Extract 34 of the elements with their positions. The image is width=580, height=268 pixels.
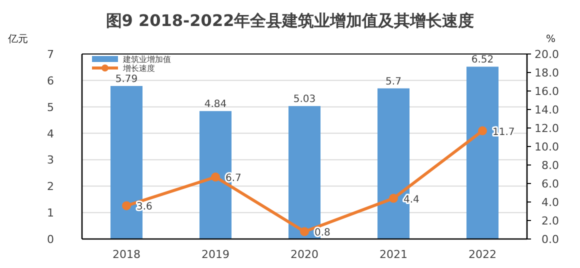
y-tick-label: 7 — [47, 48, 54, 61]
data-label: 5.79 — [115, 74, 138, 85]
x-tick-label: 2018 — [112, 248, 140, 261]
y2-tick-label: 12.0 — [534, 122, 559, 135]
y-tick-label: 0 — [47, 233, 54, 246]
y-tick-label: 6 — [47, 74, 54, 88]
legend-label: 建筑业增加值 — [123, 55, 171, 64]
y2-tick-label: 8.0 — [542, 159, 559, 172]
data-label: 6.52 — [471, 54, 494, 66]
y-tick-label: 5 — [47, 100, 54, 114]
y2-tick-label: 14.0 — [534, 104, 559, 116]
y2-tick-label: 2.0 — [542, 214, 559, 228]
y-tick-label: 1 — [47, 206, 54, 220]
x-tick-label: 2020 — [290, 248, 318, 261]
x-tick-label: 2019 — [202, 248, 230, 261]
data-label: 5.7 — [386, 76, 402, 88]
data-label: 4.84 — [204, 99, 227, 110]
x-tick-label: 2022 — [468, 248, 496, 261]
y2-tick-label: 0.0 — [542, 233, 559, 246]
y2label: % — [546, 34, 556, 45]
y-tick-label: 4 — [47, 127, 54, 140]
y2-tick-label: 6.0 — [542, 178, 559, 190]
y-tick-label: 2 — [47, 180, 54, 194]
y2-tick-label: 10.0 — [534, 140, 559, 154]
ylabel: 亿元 — [8, 34, 28, 45]
title: 图9 2018-2022年全县建筑业增加值及其增长速度 — [106, 11, 474, 30]
x-tick-label: 2021 — [380, 248, 408, 261]
y2-tick-label: 16.0 — [534, 85, 559, 98]
y2-tick-label: 4.0 — [542, 196, 559, 209]
legend-label: 增长速度 — [123, 64, 155, 73]
data-label: 5.03 — [293, 94, 316, 106]
y2-tick-label: 18.0 — [534, 66, 559, 80]
y2-tick-label: 20.0 — [534, 48, 559, 61]
y-tick-label: 3 — [47, 154, 54, 167]
